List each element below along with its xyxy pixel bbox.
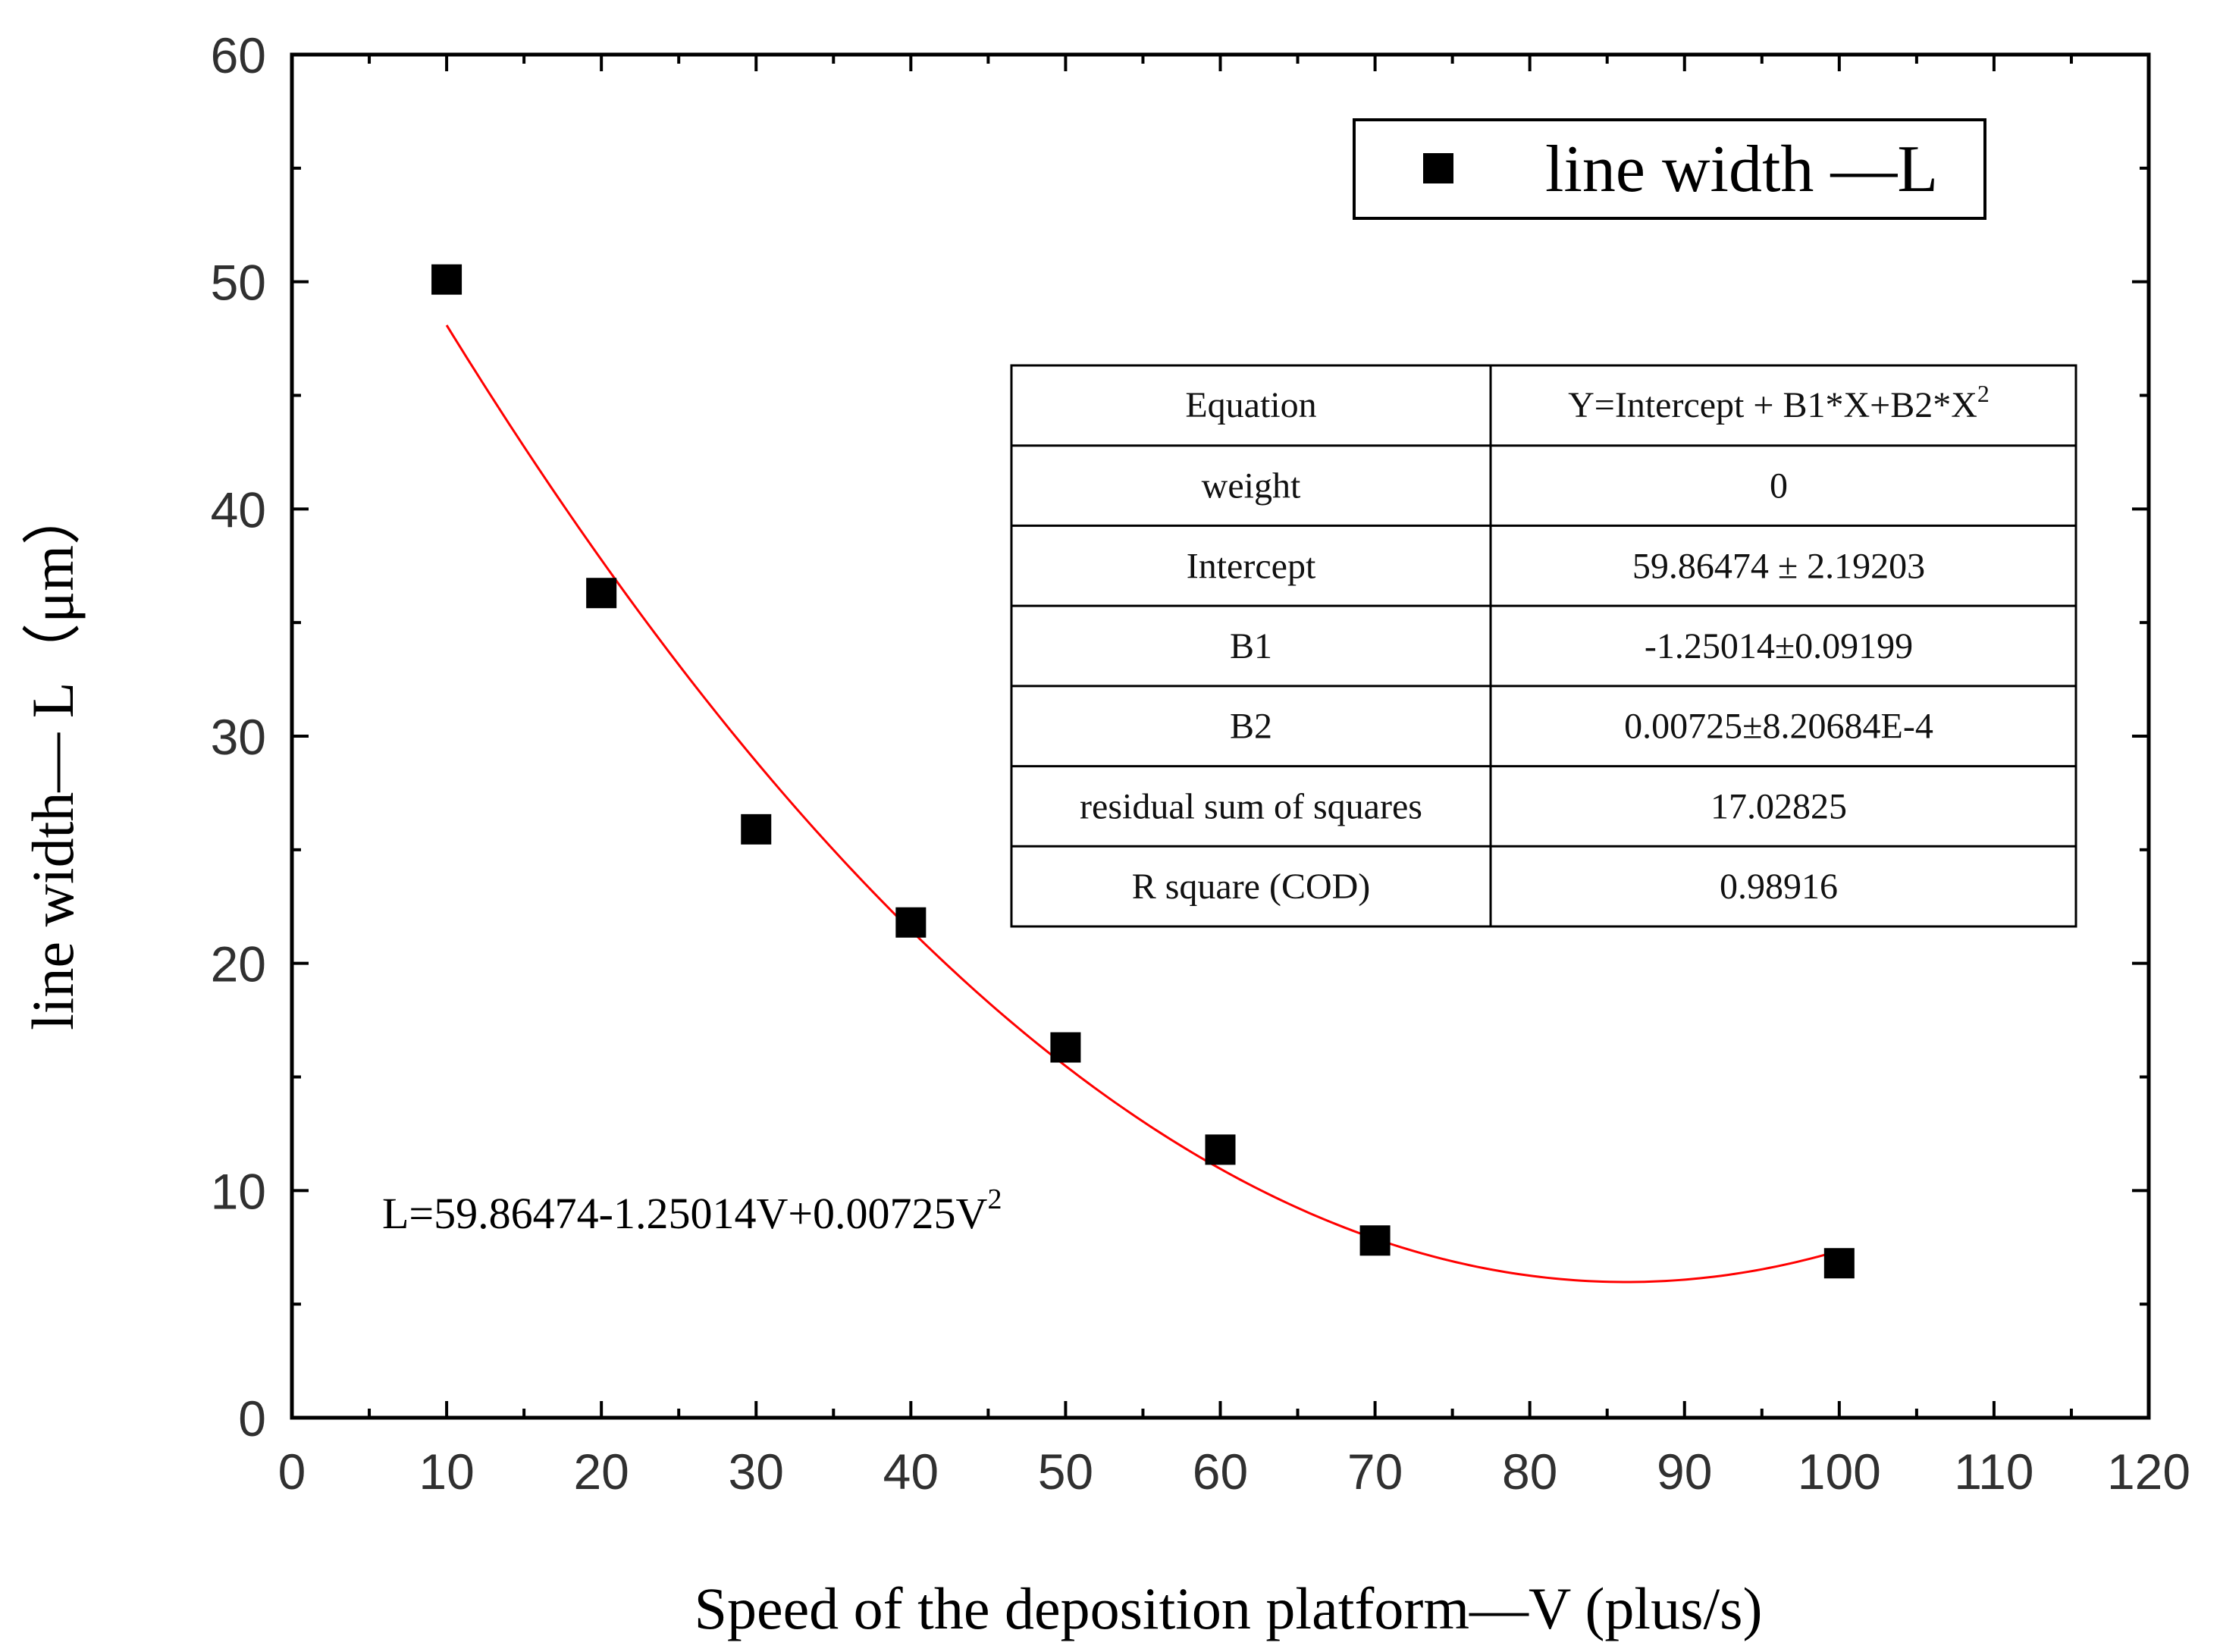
x-tick-label: 0: [278, 1444, 306, 1500]
stats-table: Equation Y=Intercept + B1*X+B2*X2 weight…: [1010, 364, 2077, 928]
y-tick-label: 0: [238, 1390, 266, 1447]
x-tick-label: 70: [1347, 1444, 1403, 1500]
data-points: [431, 264, 1855, 1279]
stats-row-value: 0: [1770, 466, 1788, 506]
x-tick-label: 120: [2107, 1444, 2190, 1500]
y-tick-label: 10: [211, 1163, 266, 1219]
x-tick-label: 100: [1798, 1444, 1881, 1500]
stats-table-rowlines: [1011, 444, 2076, 848]
data-point: [1823, 1248, 1855, 1279]
data-point: [431, 264, 462, 295]
stats-row-value: 59.86474 ± 2.19203: [1632, 546, 1925, 586]
stats-equation-value: Y=Intercept + B1*X+B2*X2: [1568, 380, 1990, 425]
stats-equation-superscript: 2: [1977, 380, 1990, 407]
fit-layer: [445, 324, 1840, 1284]
x-axis-title: Speed of the deposition platform—V (plus…: [695, 1575, 1763, 1641]
x-tick-labels: 0 10 20 30 40 50 60 70 80 90 100 110 120: [278, 1444, 2190, 1500]
fit-equation: L=59.86474-1.25014V+0.00725V2: [382, 1183, 1002, 1238]
x-tick-label: 110: [1954, 1444, 2033, 1500]
data-point: [586, 578, 617, 609]
y-tick-label: 20: [211, 936, 266, 992]
data-point: [1050, 1032, 1081, 1063]
x-tick-label: 10: [419, 1444, 474, 1500]
data-point: [1205, 1134, 1236, 1165]
legend: line width —L: [1353, 118, 1986, 220]
stats-row-label: R square (COD): [1132, 867, 1371, 907]
stats-equation-label: Equation: [1185, 385, 1316, 425]
y-tick-labels: 0 10 20 30 40 50 60: [211, 27, 266, 1447]
legend-label: line width —L: [1545, 133, 1938, 206]
stats-table-rows: weight 0 Intercept 59.86474 ± 2.19203 B1 -1.2…: [1080, 466, 1933, 908]
x-tick-label: 20: [573, 1444, 629, 1500]
stats-row-label: Intercept: [1187, 546, 1316, 586]
x-tick-label: 80: [1502, 1444, 1557, 1500]
x-tick-label: 40: [883, 1444, 939, 1500]
x-tick-label: 60: [1193, 1444, 1248, 1500]
x-tick-label: 90: [1657, 1444, 1712, 1500]
stats-row-label: residual sum of squares: [1080, 786, 1422, 826]
y-tick-label: 30: [211, 709, 266, 765]
legend-marker: [1423, 153, 1453, 183]
data-point: [741, 813, 772, 845]
y-tick-label: 40: [211, 481, 266, 538]
stats-row-label: weight: [1202, 466, 1301, 506]
data-point: [895, 907, 927, 938]
stats-row-value: 17.02825: [1710, 786, 1847, 826]
fit-equation-superscript: 2: [987, 1183, 1002, 1215]
stats-row-value: 0.00725±8.20684E-4: [1624, 707, 1933, 747]
stats-row-value: -1.25014±0.09199: [1645, 626, 1913, 666]
stats-table-border: [1010, 364, 2077, 928]
y-axis-title: line width— L（μm）: [20, 486, 86, 1030]
fit-curve: [445, 324, 1840, 1284]
legend-box: [1353, 118, 1986, 220]
x-tick-label: 30: [729, 1444, 784, 1500]
stats-row-value: 0.98916: [1720, 867, 1838, 907]
y-tick-label: 60: [211, 27, 266, 83]
data-point: [1359, 1225, 1391, 1256]
x-tick-label: 50: [1038, 1444, 1093, 1500]
plot-frame: [290, 52, 2151, 1420]
y-tick-label: 50: [211, 255, 266, 311]
stats-row-label: B1: [1230, 626, 1272, 666]
stats-row-label: B2: [1230, 707, 1272, 747]
